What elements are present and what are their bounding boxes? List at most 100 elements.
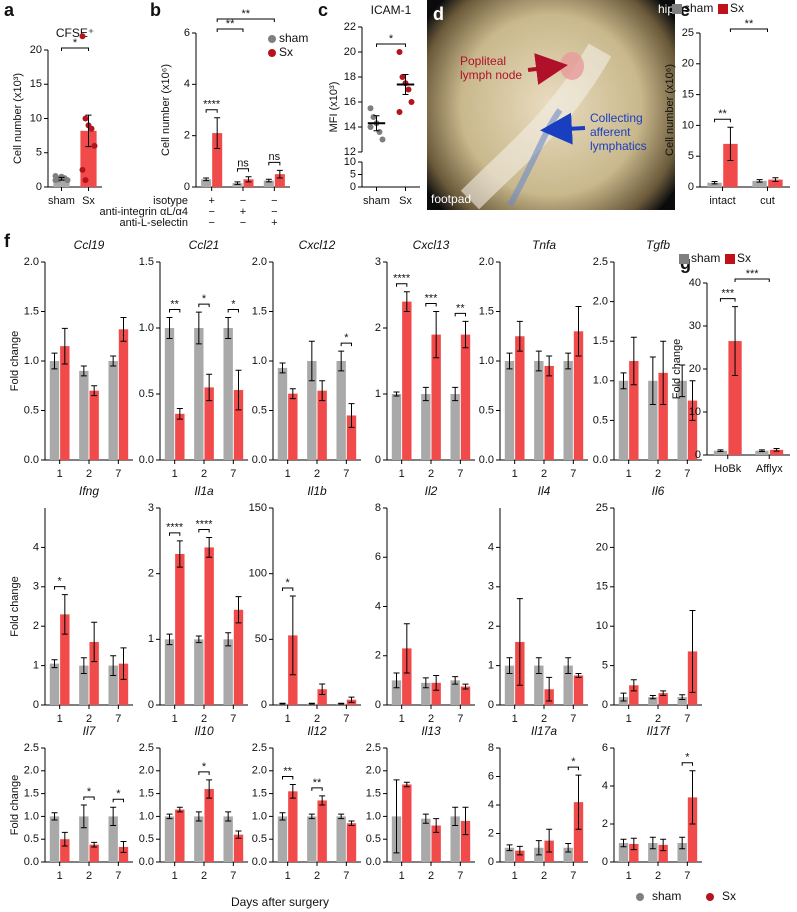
condition-sign: − [208,206,214,218]
bar [544,365,554,460]
sig-label: *** [721,288,735,300]
x-tick-label: 1 [57,870,63,882]
error-bar [758,449,765,453]
y-tick-label: 30 [689,320,701,332]
x-tick-label: 7 [115,713,121,725]
x-tick-label: 7 [115,468,121,480]
legend-label: Sx [722,889,736,903]
y-tick-label: 10 [596,620,608,632]
error-bar [308,813,315,820]
bar [233,390,244,460]
y-tick-label: 2.0 [479,256,494,268]
y-tick-label: 1.0 [24,810,39,822]
data-point [379,136,386,143]
sig-label: ns [269,151,281,163]
sig-bracket [112,798,124,803]
sig-label: **** [195,518,213,530]
bar [618,843,629,862]
y-tick-label: 6 [375,551,381,563]
y-tick-label: 1.5 [366,788,381,800]
bar [573,802,584,862]
error-bar [338,813,345,820]
x-tick-label: 1 [172,468,178,480]
error-bar [195,811,202,822]
bar [629,361,639,460]
bar [60,614,70,705]
y-tick-label: 0.0 [366,856,381,868]
y-tick-label: 1.0 [366,810,381,822]
bar [49,663,60,705]
bar [194,816,204,862]
x-tick-label: 2 [86,713,92,725]
data-point [79,33,86,40]
legend-marker [718,4,728,14]
error-bar [279,812,286,821]
y-tick-label: 14 [344,121,356,133]
error-bar [772,177,779,182]
error-bar [279,362,286,374]
bar [391,680,402,705]
error-bar [452,386,459,402]
bar [504,847,515,862]
sig-bracket [282,775,294,780]
y-tick-label: 0.5 [24,833,39,845]
y-tick-label: 0 [350,181,356,193]
y-tick-label: 1.5 [252,305,267,317]
x-tick-label: 2 [86,468,92,480]
error-bar [575,774,582,830]
y-tick-label: 1.5 [139,788,154,800]
chart-title: Ccl19 [74,238,105,252]
sig-label: ** [170,298,179,310]
bar [212,133,223,187]
bar [421,818,431,862]
bar [648,380,658,460]
x-tick-label: cut [760,195,775,207]
x-tick-label: 2 [428,468,434,480]
error-bar [516,598,523,686]
error-bar [225,811,232,822]
bar [658,372,668,460]
data-point [91,142,98,149]
x-tick-label: intact [709,195,735,207]
bar [79,665,89,705]
data-point [376,129,383,135]
chart-title: Ccl21 [189,238,220,252]
y-tick-label: 0.0 [24,856,39,868]
y-tick-label: 6 [488,770,494,782]
bar [60,346,70,460]
y-axis-title: Fold change [9,331,21,392]
x-tick-label: 7 [457,870,463,882]
y-tick-label: 1 [488,660,494,672]
x-tick-label: 7 [343,870,349,882]
error-bar [462,320,469,349]
legend-label: Sx [279,45,293,59]
bar [713,450,728,455]
bar [769,449,784,455]
photo-label: footpad [431,192,471,206]
data-point [82,177,89,184]
sig-bracket [198,303,210,308]
x-tick-label: 1 [512,870,518,882]
sig-label: * [286,577,291,589]
x-tick-label: 7 [230,468,236,480]
error-bar [516,845,523,856]
bar [658,693,668,705]
y-tick-label: 150 [249,502,267,514]
y-tick-label: 15 [682,89,694,101]
legend-marker [268,35,276,43]
error-bar [245,176,252,183]
y-tick-label: 2.5 [366,742,381,754]
error-bar [203,177,210,182]
y-tick-label: 0 [602,856,608,868]
x-tick-label: sham [363,195,390,207]
y-tick-label: 3 [488,581,494,593]
error-bar [422,386,429,402]
data-point [370,114,377,120]
sig-label: ** [456,302,465,314]
y-tick-label: 5 [688,150,694,162]
error-bar [732,306,739,376]
error-bar [176,408,183,420]
y-tick-label: 50 [255,633,267,645]
error-bar [61,594,68,635]
bar [204,387,214,460]
